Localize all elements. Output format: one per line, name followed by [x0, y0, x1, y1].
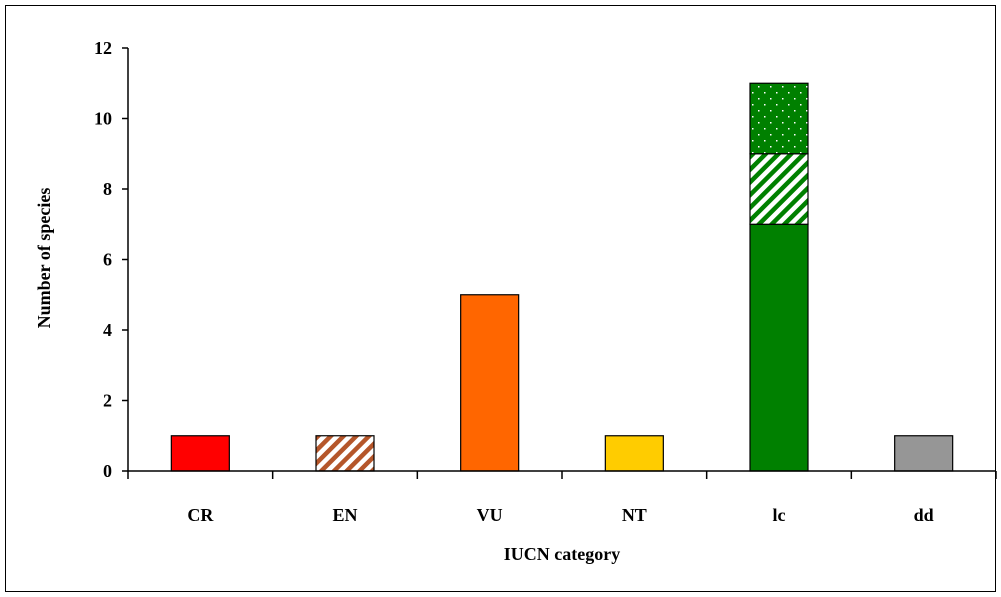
- y-tick-label: 2: [103, 391, 112, 411]
- y-tick-label: 4: [103, 320, 112, 340]
- y-tick-label: 10: [94, 109, 112, 129]
- x-tick-label: lc: [773, 505, 786, 525]
- x-tick-label: dd: [914, 505, 934, 525]
- axes-layer: [127, 48, 996, 472]
- y-tick-label: 8: [103, 179, 112, 199]
- x-ticks: CR EN VU NT lc dd: [127, 471, 997, 525]
- y-tick-label: 6: [103, 250, 112, 270]
- bars-layer: [170, 82, 954, 472]
- x-tick-label: EN: [332, 505, 357, 525]
- y-tick-label: 12: [94, 38, 112, 58]
- y-tick-label: 0: [103, 461, 112, 481]
- bar-CR-solid: [170, 435, 230, 472]
- y-axis-title: Number of species: [34, 188, 54, 329]
- bar-VU-solid: [460, 294, 520, 472]
- y-ticks: 0 2 4 6 8 10 12: [94, 38, 128, 481]
- x-tick-label: VU: [477, 505, 503, 525]
- bar-lc-dotted: [749, 82, 809, 155]
- bar-NT-solid: [604, 435, 664, 472]
- bar-dd-solid: [894, 435, 954, 472]
- x-tick-label: NT: [622, 505, 647, 525]
- x-tick-label: CR: [187, 505, 214, 525]
- bar-lc-solid: [749, 223, 809, 472]
- bar-EN-hatched: [315, 435, 375, 472]
- bar-lc-hatched: [749, 153, 809, 225]
- x-axis-title: IUCN category: [504, 544, 620, 564]
